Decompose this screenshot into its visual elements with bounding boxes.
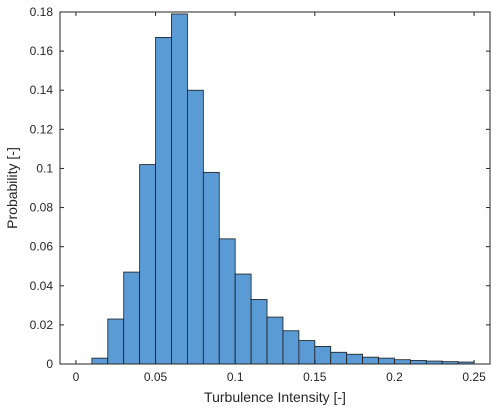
x-tick-label: 0 xyxy=(73,370,80,384)
y-tick-label: 0.1 xyxy=(36,161,53,175)
histogram-bar xyxy=(314,345,332,365)
histogram-bar xyxy=(250,299,268,365)
bars-group xyxy=(91,13,475,365)
histogram-bar xyxy=(394,359,411,365)
y-tick-label: 0 xyxy=(46,357,53,371)
y-tick-label: 0.14 xyxy=(30,83,54,97)
histogram-bar xyxy=(139,164,156,365)
histogram-bar xyxy=(202,171,220,365)
histogram-bar xyxy=(266,316,284,365)
histogram-bar xyxy=(218,238,236,365)
y-tick-label: 0.16 xyxy=(30,44,54,58)
histogram-bar xyxy=(330,351,348,365)
histogram-bar xyxy=(346,353,363,365)
histogram-bar xyxy=(234,273,252,365)
y-tick-label: 0.08 xyxy=(30,201,54,215)
axes-box xyxy=(59,11,491,365)
histogram-bar xyxy=(282,330,300,365)
histogram-bar xyxy=(107,318,125,365)
x-ticks-group: 0 0.05 0.1 0.15 0.2 0.25 xyxy=(73,12,486,384)
histogram-bar xyxy=(155,37,172,365)
y-tick-label: 0.06 xyxy=(30,240,54,254)
y-tick-label: 0.18 xyxy=(30,5,54,19)
histogram-bar xyxy=(91,357,109,365)
histogram-bar xyxy=(171,13,188,365)
histogram-bar xyxy=(362,356,379,365)
x-tick-label: 0.05 xyxy=(144,370,168,384)
y-tick-label: 0.04 xyxy=(30,279,54,293)
x-tick-label: 0.2 xyxy=(386,370,403,384)
histogram-bar xyxy=(187,89,204,365)
x-axis-title: Turbulence Intensity [-] xyxy=(204,389,346,405)
histogram-bar xyxy=(298,340,316,365)
x-tick-label: 0.1 xyxy=(227,370,244,384)
histogram-bar xyxy=(123,271,141,365)
histogram-bar xyxy=(378,357,395,365)
y-tick-label: 0.02 xyxy=(30,318,54,332)
x-tick-label: 0.25 xyxy=(462,370,486,384)
y-axis-title: Probability [-] xyxy=(4,147,20,229)
histogram-bar xyxy=(409,360,427,365)
y-tick-label: 0.12 xyxy=(30,122,54,136)
y-ticks-group: 0 0.02 0.04 0.06 0.08 0.1 0.12 0.14 0.16 0.18 xyxy=(30,5,490,371)
x-tick-label: 0.15 xyxy=(303,370,327,384)
